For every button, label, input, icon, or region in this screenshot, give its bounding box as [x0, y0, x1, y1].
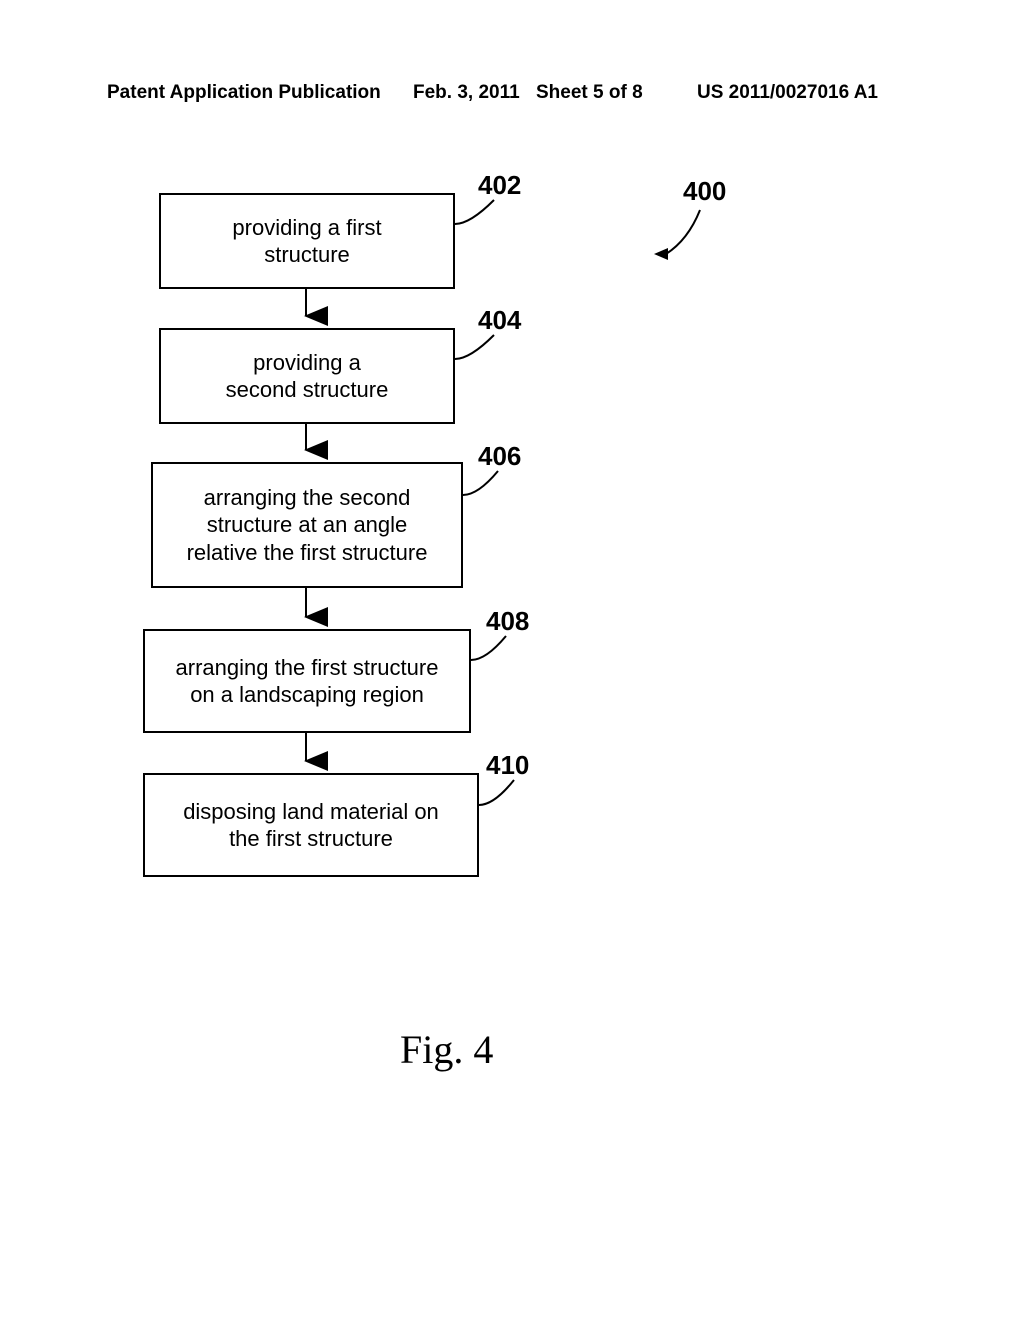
flow-box-404: providing asecond structure: [159, 328, 455, 424]
ref-label-404: 404: [478, 305, 521, 336]
ref-arrow-400-curve: [666, 210, 700, 254]
leader-406: [463, 471, 498, 495]
flow-box-402: providing a firststructure: [159, 193, 455, 289]
leader-408: [471, 636, 506, 660]
leader-402: [455, 200, 494, 224]
figure-caption: Fig. 4: [400, 1026, 493, 1073]
page-header: Patent Application Publication Feb. 3, 2…: [0, 82, 1024, 112]
ref-label-402: 402: [478, 170, 521, 201]
flow-box-410: disposing land material onthe first stru…: [143, 773, 479, 877]
ref-label-410: 410: [486, 750, 529, 781]
flow-box-406: arranging the secondstructure at an angl…: [151, 462, 463, 588]
leader-410: [479, 780, 514, 805]
ref-label-408: 408: [486, 606, 529, 637]
header-left: Patent Application Publication: [107, 82, 381, 104]
leader-404: [455, 335, 494, 359]
ref-arrow-400-head: [654, 248, 668, 260]
header-sheet: Sheet 5 of 8: [536, 82, 643, 104]
header-right: US 2011/0027016 A1: [697, 82, 878, 104]
flow-box-408: arranging the first structureon a landsc…: [143, 629, 471, 733]
header-center: Feb. 3, 2011: [413, 82, 520, 104]
page-root: Patent Application Publication Feb. 3, 2…: [0, 0, 1024, 1320]
ref-label-400: 400: [683, 176, 726, 207]
ref-label-406: 406: [478, 441, 521, 472]
